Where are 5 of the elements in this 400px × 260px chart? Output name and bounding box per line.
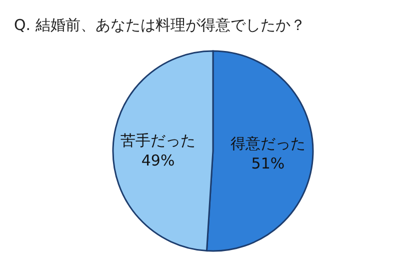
slice-label: 苦手だった bbox=[120, 131, 196, 150]
data-label: 51% bbox=[251, 154, 285, 173]
data-label: 49% bbox=[141, 151, 175, 170]
chart-title: Q. 結婚前、あなたは料理が得意でしたか？ bbox=[14, 16, 306, 34]
slice-label: 得意だった bbox=[230, 134, 306, 153]
